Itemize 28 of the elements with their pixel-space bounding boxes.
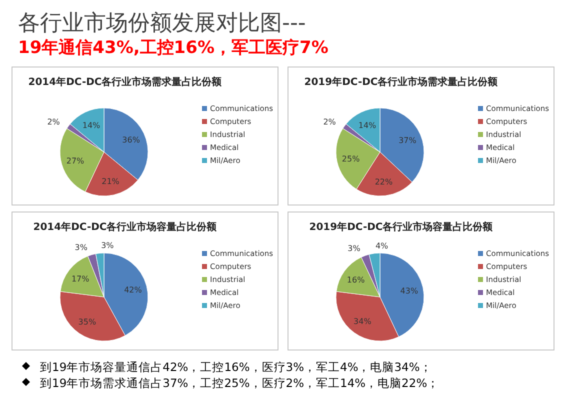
data-label: 17%: [71, 274, 90, 284]
data-label: 22%: [374, 178, 394, 187]
text: 19年通信43%,工控16%，军工医疗7%: [18, 38, 328, 58]
data-label: 34%: [354, 317, 372, 326]
data-label: 14%: [358, 120, 377, 130]
data-label: 16%: [346, 275, 366, 284]
data-label: 3%: [101, 241, 114, 250]
data-label: 42%: [124, 286, 142, 295]
text: 到19年市场需求通信占37%，工控25%，医疗2%，军工14%，电脑22%；: [40, 376, 440, 390]
data-label: 2%: [47, 117, 60, 126]
data-label: 37%: [398, 136, 417, 146]
data-label: 3%: [74, 243, 88, 252]
data-label: 25%: [342, 154, 360, 164]
chart-title: 2019年DC-DC各行业市场需求量占比份额: [304, 76, 499, 88]
data-label: 27%: [66, 156, 85, 166]
data-label: 4%: [375, 241, 389, 250]
data-label: 3%: [348, 244, 361, 254]
data-label: 2%: [323, 117, 336, 126]
data-label: 36%: [122, 135, 140, 144]
data-label: 14%: [82, 120, 101, 130]
data-label: 43%: [400, 286, 418, 296]
data-label: 35%: [78, 318, 96, 327]
text: 各行业市场份额发展对比图---: [18, 11, 306, 36]
chart-title: 2019年DC-DC各行业市场容量占比份额: [309, 221, 494, 233]
chart-title: 2014年DC-DC各行业市场需求量占比份额: [28, 76, 223, 88]
data-label: 21%: [102, 177, 120, 186]
chart-title: 2014年DC-DC各行业市场容量占比份额: [33, 221, 218, 233]
text: 到19年市场容量通信占42%，工控16%，医疗3%，军工4%，电脑34%；: [40, 360, 432, 374]
